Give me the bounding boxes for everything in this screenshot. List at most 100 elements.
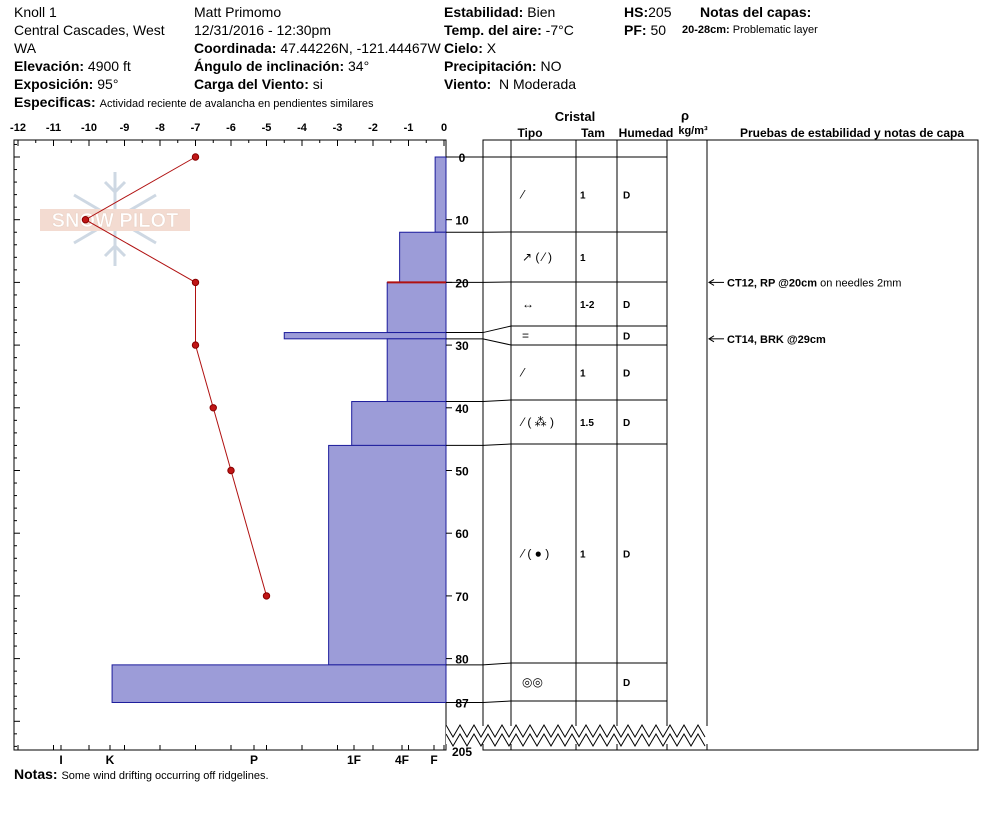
slope-angle: Ángulo de inclinación: 34° [194,58,369,74]
temp-tick-label: 0 [441,122,447,134]
aspect-label: Exposición: [14,76,94,92]
aspect-value: 95° [97,76,119,92]
temperature-point [262,592,271,600]
crystal-size: 1.5 [580,418,594,429]
temp-tick-label: -12 [10,122,26,134]
crystal-size: 1-2 [580,300,595,311]
footer-notes: Notas: Some wind drifting occurring off … [14,766,269,782]
crystal-type: ⁄ ( ● ) [519,547,549,561]
depth-connector [446,338,512,346]
break-zigzag-bottom [445,733,706,747]
depth-tick-label: 87 [455,696,469,710]
temp-tick-label: -5 [262,122,272,134]
coord-value: 47.44226N, -121.44467W [280,40,441,56]
crystal-type: ◎◎ [522,675,543,689]
specifics: Especificas: Actividad reciente de avala… [14,94,374,110]
stability-test-result: CT14, BRK @29cm [727,334,826,346]
crystal-moisture: D [623,332,630,343]
snowpilot-watermark: SNOW PILOT [40,172,190,266]
crystal-type: ↗ ( ⁄ ) [522,250,552,264]
temperature-point [191,278,200,287]
temperature-point [227,466,235,475]
layer-note: 20-28cm: Problematic layer [682,24,818,36]
hardness-layer-bar [434,156,447,233]
type-header: Tipo [517,126,542,140]
state-name: WA [14,40,37,56]
depth-connector [446,443,512,446]
specifics-value: Actividad reciente de avalancha en pendi… [99,98,374,110]
specifics-label: Especificas: [14,94,96,110]
depth-tick-label: 40 [455,402,469,416]
crystal-moisture: D [623,300,630,311]
hardness-label: I [59,753,62,767]
air-temp-value: -7°C [545,22,574,38]
depth-connector [446,325,512,334]
depth-bottom-label: 205 [452,745,472,759]
crystal-size: 1 [580,253,586,264]
temp-tick-label: -8 [155,122,165,134]
hardness-layer-bar [283,332,447,340]
coord-label: Coordinada: [194,40,277,56]
hardness-layer-bar [399,231,447,283]
stability-test-result: CT12, RP @20cm [727,277,817,289]
pf-value: 50 [650,22,667,38]
precip-label: Precipitación: [444,58,537,74]
observation-datetime: 12/31/2016 - 12:30pm [194,22,331,38]
sky: Cielo: X [444,40,496,56]
sky-value: X [486,40,497,56]
layer-note-depth: 20-28cm: [682,24,730,36]
stability-test-note: on needles 2mm [817,277,901,289]
sky-label: Cielo: [444,40,483,56]
wind-load: Carga del Viento: si [194,76,323,92]
size-header: Tam [581,126,605,140]
temperature-point [209,404,217,412]
precipitation: Precipitación: NO [444,58,561,74]
hs-label: HS: [624,4,649,20]
depth-tick-label: 30 [455,339,469,353]
crystal-moisture: D [623,418,630,429]
elevation-value: 4900 ft [87,58,131,74]
crystal-header: Cristal [555,109,595,124]
air-temp: Temp. del aire: -7°C [444,22,574,38]
stability-test: CT12, RP @20cm on needles 2mm [727,277,901,289]
wind-label: Viento: [444,76,492,92]
notes-value: Some wind drifting occurring off ridgeli… [61,770,269,782]
hardness-layer-bar [111,664,447,703]
observer-name: Matt Primomo [194,4,282,20]
hardness-label: 1F [347,753,361,767]
break-mask [446,726,708,744]
crystal-moisture: D [623,550,630,561]
temperature-point [81,216,90,224]
watermark-band [40,209,190,231]
hardness-layer-bar [386,338,447,403]
crystal-size: 1 [580,191,586,202]
pf-label: PF: [624,22,647,38]
depth-tick-label: 50 [455,465,469,479]
hs: HS:205 [624,4,671,20]
stability: Estabilidad: Bien [444,4,555,20]
pf: PF: 50 [624,22,666,38]
crystal-size: 1 [580,369,586,380]
hardness-label: P [250,753,258,767]
crystal-moisture: D [623,369,630,380]
temp-tick-label: -1 [404,122,414,134]
hardness-label: F [430,753,437,767]
tests-header: Pruebas de estabilidad y notas de capa [740,126,964,140]
hardness-layer-bar [328,444,447,666]
plot-area: -12 -11 -10 -9 -8 -7 -6 -5 -4 -3 -2 -1 0010203040506… [10,122,979,767]
depth-tick-label: 10 [455,214,469,228]
crystal-type: = [522,329,529,343]
test-arrow-icon [708,278,715,286]
temp-tick-label: -9 [120,122,130,134]
moisture-header: Humedad [619,126,674,140]
temp-tick-label: -3 [333,122,343,134]
crystal-size: 1 [580,550,586,561]
break-zigzag-top [445,724,706,738]
density-unit: kg/m³ [678,125,708,137]
watermark-text: SNOW PILOT [52,210,179,232]
region-name: Central Cascades, West [14,22,165,38]
slope-value: 34° [348,58,370,74]
depth-connector [446,662,512,666]
coordinates: Coordinada: 47.44226N, -121.44467W [194,40,441,56]
